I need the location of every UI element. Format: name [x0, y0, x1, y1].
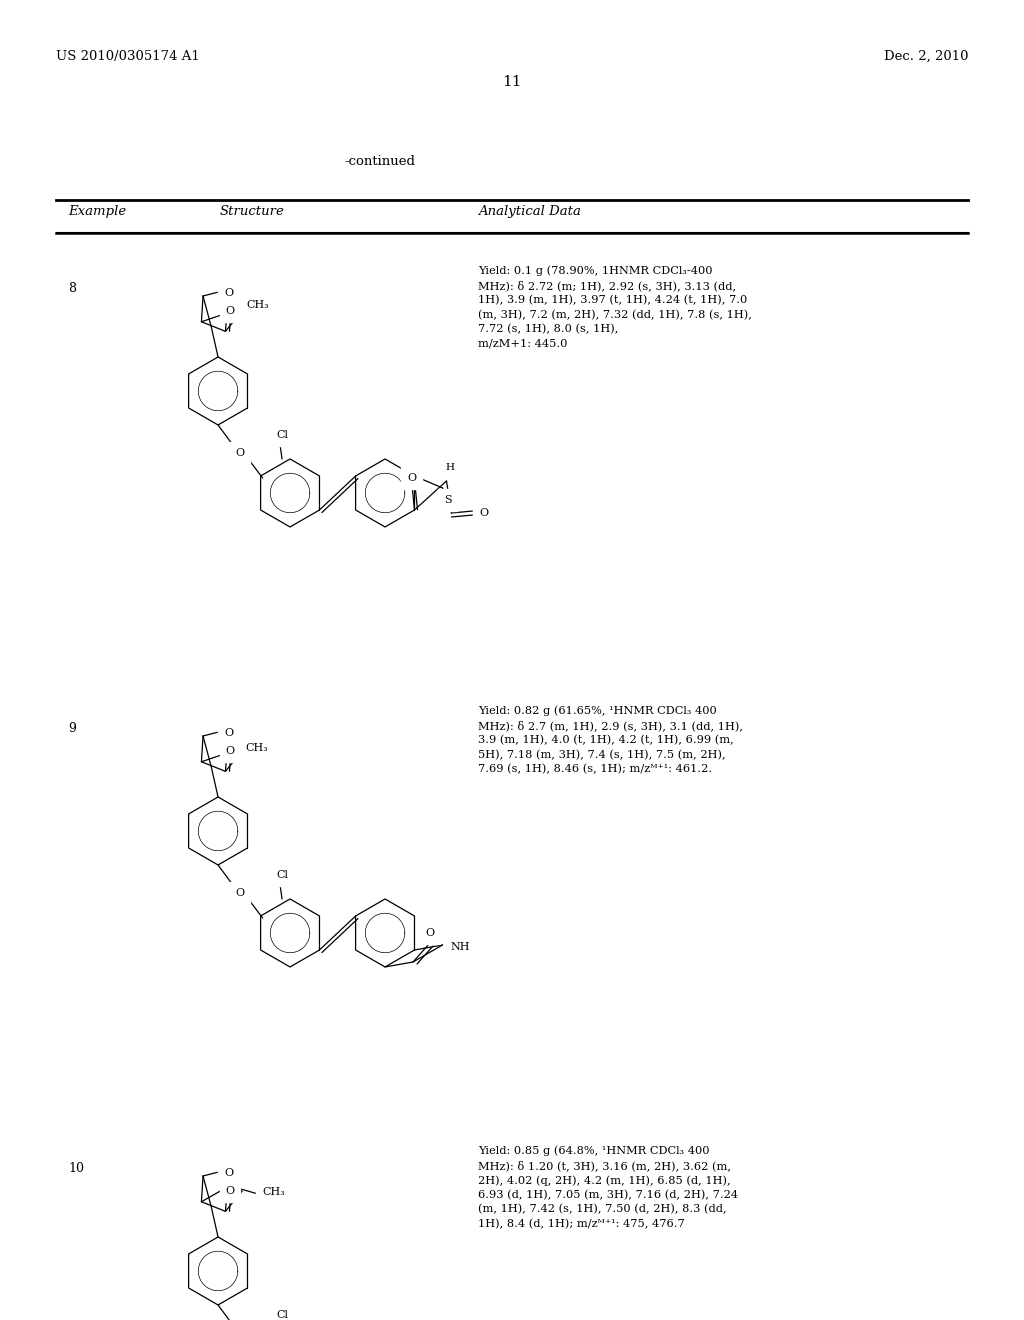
Text: -continued: -continued: [344, 154, 416, 168]
Text: O: O: [225, 306, 234, 317]
Text: Example: Example: [68, 205, 126, 218]
Text: Yield: 0.82 g (61.65%, ¹HNMR CDCl₃ 400
MHz): δ 2.7 (m, 1H), 2.9 (s, 3H), 3.1 (dd: Yield: 0.82 g (61.65%, ¹HNMR CDCl₃ 400 M…: [478, 705, 743, 775]
Text: Dec. 2, 2010: Dec. 2, 2010: [884, 50, 968, 63]
Text: CH₃: CH₃: [245, 743, 268, 752]
Text: Cl: Cl: [276, 870, 288, 880]
Text: O: O: [426, 928, 434, 939]
Text: Analytical Data: Analytical Data: [478, 205, 581, 218]
Text: O: O: [224, 729, 233, 738]
Text: Yield: 0.1 g (78.90%, 1HNMR CDCl₃-400
MHz): δ 2.72 (m; 1H), 2.92 (s, 3H), 3.13 (: Yield: 0.1 g (78.90%, 1HNMR CDCl₃-400 MH…: [478, 265, 752, 348]
Text: O: O: [225, 746, 234, 756]
Text: O: O: [236, 447, 245, 458]
Text: 9: 9: [68, 722, 76, 735]
Text: CH₃: CH₃: [262, 1187, 285, 1197]
Text: CH₃: CH₃: [246, 300, 268, 310]
Text: O: O: [407, 473, 416, 483]
Text: S: S: [443, 495, 452, 506]
Text: Yield: 0.85 g (64.8%, ¹HNMR CDCl₃ 400
MHz): δ 1.20 (t, 3H), 3.16 (m, 2H), 3.62 (: Yield: 0.85 g (64.8%, ¹HNMR CDCl₃ 400 MH…: [478, 1144, 738, 1229]
Text: O: O: [224, 1168, 233, 1179]
Text: US 2010/0305174 A1: US 2010/0305174 A1: [56, 50, 200, 63]
Text: 11: 11: [502, 75, 522, 88]
Text: H: H: [445, 463, 454, 473]
Text: 10: 10: [68, 1162, 84, 1175]
Text: Structure: Structure: [220, 205, 285, 218]
Text: Cl: Cl: [276, 1309, 288, 1320]
Text: O: O: [225, 1187, 234, 1196]
Text: 8: 8: [68, 282, 76, 294]
Text: O: O: [224, 288, 233, 298]
Text: O: O: [236, 888, 245, 898]
Text: NH: NH: [451, 942, 470, 952]
Text: O: O: [479, 508, 488, 517]
Text: Cl: Cl: [276, 430, 288, 440]
